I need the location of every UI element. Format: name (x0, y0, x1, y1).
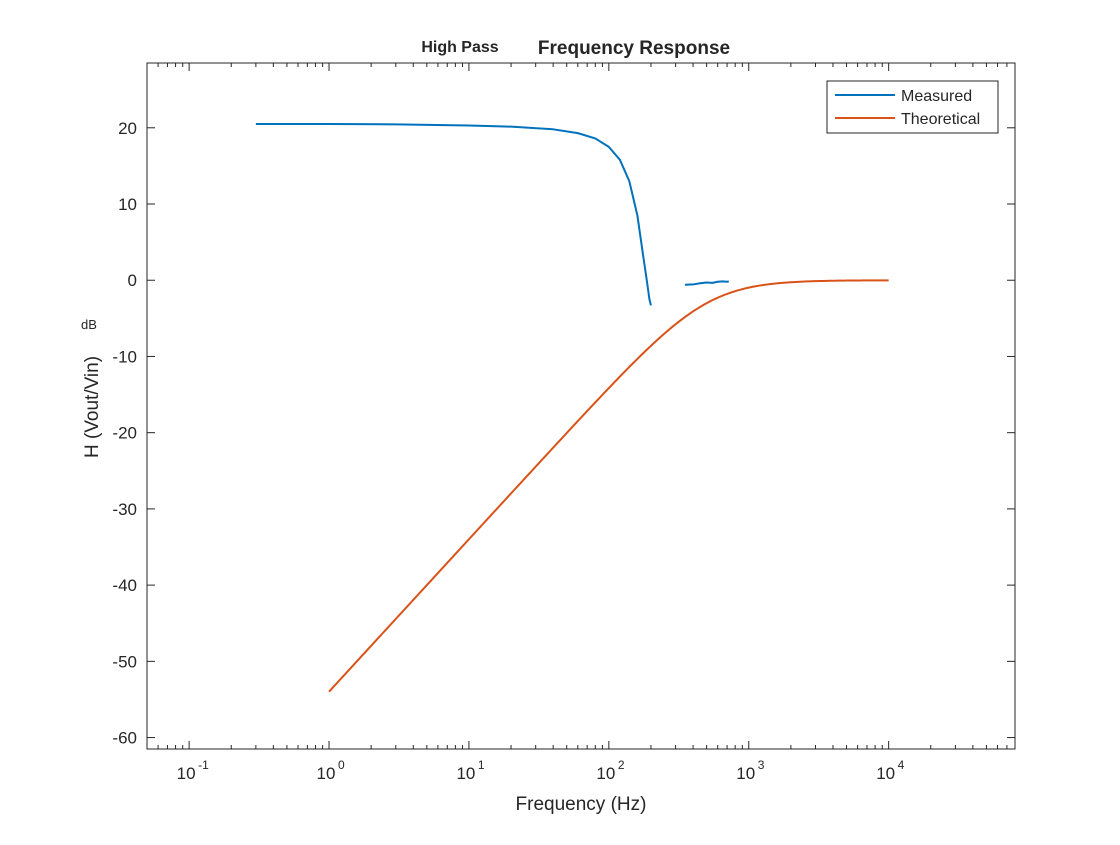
legend: Measured Theoretical (826, 80, 999, 134)
x-tick-label-exponent: 1 (478, 758, 485, 772)
x-tick-label-base: 10 (876, 764, 895, 783)
y-tick-label: -50 (112, 652, 137, 671)
x-tick-label-exponent: -1 (198, 758, 209, 772)
y-tick-label: -30 (112, 500, 137, 519)
x-tick-label-exponent: 2 (618, 758, 625, 772)
x-tick-label-exponent: 4 (898, 758, 905, 772)
plot-area (147, 63, 1015, 749)
x-tick-label-base: 10 (456, 764, 475, 783)
x-tick-labels: 10 -1 10 0 10 1 10 2 10 3 10 4 (177, 758, 905, 783)
x-tick-label: 10 2 (596, 758, 624, 783)
chart-subtitle: High Pass (421, 39, 498, 56)
legend-label-theoretical: Theoretical (901, 111, 980, 128)
data-curves (255, 122, 889, 693)
x-tick-label-base: 10 (736, 764, 755, 783)
tick-marks (146, 63, 1016, 749)
x-tick-label-exponent: 3 (758, 758, 765, 772)
x-tick-label-exponent: 0 (338, 758, 345, 772)
y-tick-labels: 20 10 0 -10 -20 -30 -40 -50 -60 (112, 119, 137, 748)
y-tick-label: -20 (112, 424, 137, 443)
x-axis-label: Frequency (Hz) (516, 794, 647, 815)
x-tick-label-base: 10 (596, 764, 615, 783)
x-tick-label: 10 4 (876, 758, 904, 783)
legend-box (826, 80, 999, 134)
series-theoretical-line (328, 279, 889, 693)
y-tick-label: -40 (112, 576, 137, 595)
x-tick-label-base: 10 (177, 764, 196, 783)
y-tick-label: 20 (118, 119, 137, 138)
chart-title: Frequency Response (538, 38, 730, 59)
y-axis-label: H (Vout/Vin) (82, 356, 103, 458)
x-tick-label-base: 10 (317, 764, 336, 783)
y-tick-label: -10 (112, 347, 137, 366)
y-tick-label: 10 (118, 195, 137, 214)
series-measured-line (684, 280, 729, 286)
axes-box (146, 62, 1016, 750)
legend-label-measured: Measured (901, 88, 972, 105)
y-tick-label: 0 (128, 271, 137, 290)
series-measured-line (255, 122, 652, 306)
x-tick-label: 10 0 (317, 758, 345, 783)
y-axis-unit: dB (81, 317, 97, 332)
y-tick-label: -60 (112, 729, 137, 748)
x-tick-label: 10 3 (736, 758, 764, 783)
x-tick-label: 10 -1 (177, 758, 209, 783)
x-tick-label: 10 1 (456, 758, 484, 783)
